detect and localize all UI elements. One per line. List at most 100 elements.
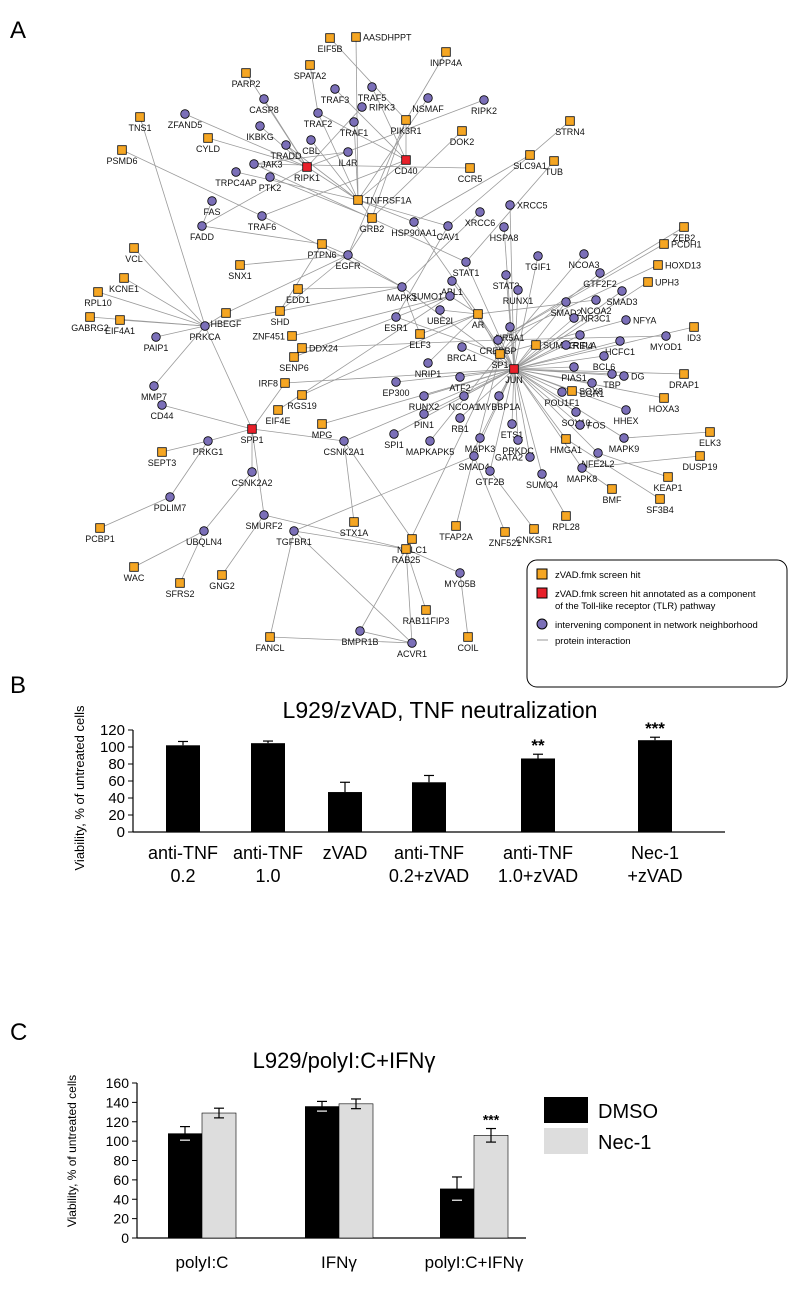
network-node-trpc4ap: TRPC4AP: [215, 167, 257, 188]
node-label: SFRS2: [165, 589, 194, 599]
network-edge-rb1-jun: [459, 368, 515, 419]
network-edge-kcne1-prkca: [123, 277, 206, 327]
chart-c-y-tick-label: 140: [106, 1094, 130, 1110]
node-circle: [197, 221, 207, 231]
node-circle: [423, 93, 433, 103]
network-edge-irf8-jun: [284, 368, 515, 384]
network-node-trip4: TRIP4: [567, 330, 593, 351]
node-circle: [455, 413, 465, 423]
network-node-csnk2a1: CSNK2A1: [323, 436, 365, 457]
node-square: [280, 378, 290, 388]
node-square: [275, 306, 285, 316]
network-node-zeb2: ZEB2: [673, 222, 695, 243]
node-circle: [513, 285, 523, 295]
network-legend: zVAD.fmk screen hit zVAD.fmk screen hit …: [526, 559, 788, 688]
node-label: CYLD: [196, 144, 221, 154]
panel-label-c: C: [10, 1019, 27, 1046]
network-node-hmga1: HMGA1: [550, 434, 582, 455]
chart-c-y-tick-label: 60: [113, 1172, 129, 1188]
node-label: PCBP1: [85, 534, 115, 544]
node-label: PAIP1: [144, 343, 169, 353]
legend-dmso-label: DMSO: [598, 1101, 658, 1123]
legend-intervening-swatch: [536, 618, 548, 630]
chart-b-y-tick-label: 80: [108, 756, 125, 773]
chart-c-bar-dmso: [305, 1106, 339, 1238]
node-label: SUMO3: [543, 341, 575, 351]
node-label: NFE2L2: [581, 459, 614, 469]
chart-b-title: L929/zVAD, TNF neutralization: [283, 697, 598, 723]
node-label: GATA2: [495, 453, 523, 463]
node-label: PCDH1: [671, 240, 702, 250]
network-node-ep300: EP300: [382, 377, 410, 398]
network-edge-tns1-prkca: [139, 116, 206, 327]
node-label: UBQLN4: [186, 537, 222, 547]
node-label: RPL10: [84, 298, 112, 308]
network-edge-elk3-mapk9: [623, 431, 711, 439]
network-node-mapk8: MAPK8: [567, 463, 597, 484]
network-node-fancl: FANCL: [255, 632, 285, 653]
network-edge-znf521-smad4: [473, 455, 506, 533]
network-edge-tradd-tnfrsf1a: [285, 144, 359, 201]
node-label: NCOA2: [580, 306, 611, 316]
chart-b-category-label: anti-TNF: [233, 843, 303, 863]
node-label: SPI1: [384, 440, 404, 450]
node-square: [607, 484, 617, 494]
node-circle: [157, 400, 167, 410]
chart-b-y-tick-label: 120: [100, 722, 125, 739]
node-square: [565, 116, 575, 126]
node-square: [451, 521, 461, 531]
network-edge-tnfrsf1a-cav1: [357, 199, 449, 227]
node-label: VCL: [125, 254, 143, 264]
network-node-hspa8: HSPA8: [490, 222, 518, 243]
node-square: [679, 369, 689, 379]
node-label: CBL: [302, 146, 320, 156]
node-label: NSMAF: [412, 104, 444, 114]
node-label: SOX8: [579, 387, 603, 397]
node-circle: [459, 391, 469, 401]
node-circle: [207, 196, 217, 206]
network-node-nolc1: NOLC1: [397, 534, 427, 555]
chart-c-y-tick-label: 120: [106, 1114, 130, 1130]
network-node-dg: DG: [619, 371, 645, 382]
network-node-pias1: PIAS1: [561, 362, 587, 383]
node-square: [653, 260, 663, 270]
node-label: RPL28: [552, 522, 580, 532]
node-label: KCNE1: [109, 284, 139, 294]
node-label: RUNX1: [503, 296, 534, 306]
node-circle: [455, 372, 465, 382]
node-circle: [423, 358, 433, 368]
node-circle: [561, 340, 571, 350]
network-node-traf3: TRAF3: [321, 84, 349, 105]
node-square: [463, 632, 473, 642]
network-node-sumo3: SUMO3: [531, 340, 575, 351]
node-square: [561, 434, 571, 444]
node-label: EGFR: [335, 261, 361, 271]
network-edge-il4r-jak3: [253, 151, 349, 165]
node-circle: [513, 435, 523, 445]
network-node-brca1: BRCA1: [447, 342, 477, 363]
network-node-drap1: DRAP1: [669, 369, 699, 390]
node-label: WAC: [124, 573, 145, 583]
node-label: MMP7: [141, 392, 167, 402]
network-node-nfe2l2: NFE2L2: [581, 448, 615, 469]
network-node-rgs19: RGS19: [287, 390, 317, 411]
network-edge-ripk2-ripk1: [306, 99, 485, 168]
network-node-mmp7: MMP7: [141, 381, 167, 402]
node-label: EIF4A1: [105, 326, 135, 336]
node-circle: [259, 510, 269, 520]
network-node-ets1: ETS1: [501, 419, 523, 440]
network-node-dok2: DOK2: [450, 126, 474, 147]
node-circle: [621, 405, 631, 415]
node-circle: [494, 391, 504, 401]
network-node-cyld: CYLD: [196, 133, 221, 154]
network-node-rb1: RB1: [451, 413, 469, 434]
legend-tlr-hit-label-2: of the Toll-like receptor (TLR) pathway: [555, 601, 716, 612]
node-square: [531, 340, 541, 350]
node-label: SUMO1: [411, 292, 443, 302]
network-edge-xrcc5-jun: [509, 204, 515, 370]
network-edge-gng2-smurf2: [221, 514, 265, 576]
network-edge-trpc4ap-tnfrsf1a: [235, 171, 359, 201]
node-circle: [579, 249, 589, 259]
chart-b-category-label: anti-TNF: [394, 843, 464, 863]
